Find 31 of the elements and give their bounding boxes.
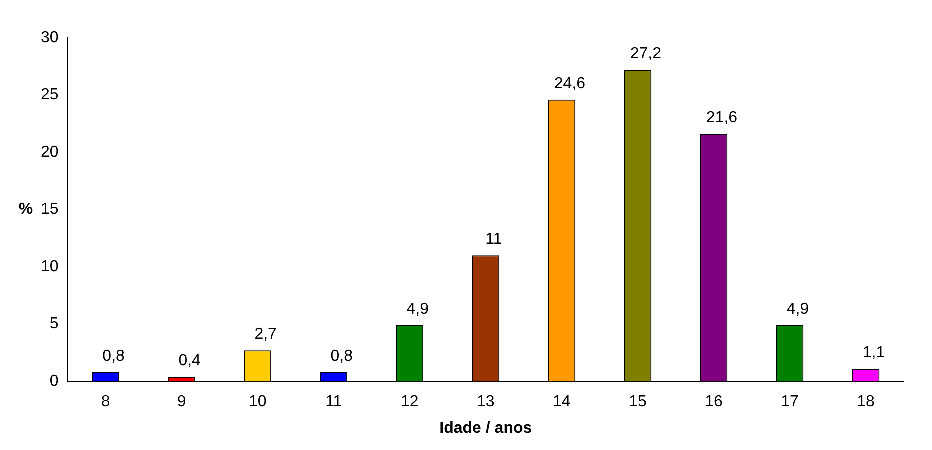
y-tick-label: 5 — [50, 316, 59, 333]
x-tick-label: 9 — [177, 394, 186, 411]
x-tick-label: 18 — [857, 394, 875, 411]
data-label: 24,6 — [554, 75, 586, 92]
data-label: 0,4 — [178, 352, 202, 370]
y-tick-label: 25 — [41, 86, 59, 104]
x-tick-label: 15 — [629, 394, 647, 411]
x-tick-label: 10 — [248, 394, 267, 411]
y-tick-label: 15 — [41, 201, 59, 218]
data-label: 0,8 — [102, 348, 126, 365]
data-label: 27,2 — [630, 45, 662, 62]
data-label: 4,9 — [406, 300, 430, 318]
data-label: 11 — [486, 231, 502, 248]
x-tick-label: 12 — [400, 394, 419, 411]
x-tick-label: 14 — [553, 394, 571, 411]
data-label: 2,7 — [254, 326, 278, 344]
y-axis-title: % — [18, 201, 34, 218]
data-label: 4,9 — [786, 300, 810, 318]
x-axis-title: Idade / anos — [440, 420, 532, 437]
data-label: 0,8 — [330, 348, 354, 365]
x-tick-label: 8 — [101, 394, 110, 411]
y-tick-label: 0 — [50, 373, 59, 390]
y-tick-label: 20 — [41, 144, 59, 161]
x-tick-label: 17 — [781, 394, 799, 411]
x-tick-label: 13 — [477, 394, 495, 411]
x-tick-label: 16 — [705, 394, 723, 411]
y-tick-label: 30 — [41, 29, 59, 46]
x-tick-label: 11 — [326, 394, 342, 411]
data-label: 1,1 — [862, 344, 886, 362]
y-tick-label: 10 — [41, 258, 59, 276]
data-label: 21,6 — [706, 110, 738, 127]
